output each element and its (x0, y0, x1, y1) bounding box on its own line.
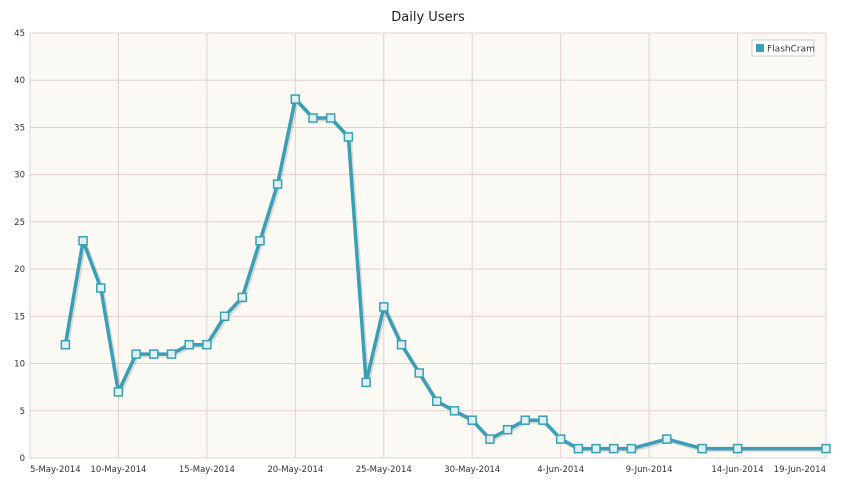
y-tick-label: 0 (20, 454, 25, 464)
data-point (821, 443, 831, 454)
x-tick-label: 15-May-2014 (179, 465, 235, 475)
data-point (432, 396, 442, 407)
data-point (237, 292, 248, 303)
data-point (184, 339, 194, 350)
data-point (325, 113, 336, 123)
x-tick-label: 14-Jun-2014 (711, 465, 763, 475)
data-point (732, 443, 743, 454)
data-point (272, 179, 283, 189)
series-layer (60, 94, 831, 454)
y-tick-label: 5 (20, 407, 25, 417)
data-point (202, 339, 212, 350)
y-tick-label: 35 (14, 123, 25, 133)
y-tick-label: 25 (14, 218, 25, 228)
data-point (449, 406, 460, 416)
data-point (467, 415, 477, 425)
data-point (662, 434, 672, 444)
y-tick-label: 40 (14, 76, 25, 86)
axes: 0 5 10 15 20 25 30 35 40 45 5-May-2014 10-May-2014 1… (14, 29, 826, 475)
x-tick-label: 4-Jun-2014 (537, 465, 584, 475)
data-point (573, 443, 584, 454)
plot-area (29, 32, 827, 459)
data-point (149, 349, 159, 359)
x-tick-label: 10-May-2014 (90, 465, 146, 475)
x-tick-label: 25-May-2014 (356, 465, 412, 475)
data-point (502, 424, 513, 435)
data-point (343, 132, 354, 142)
data-point (608, 443, 619, 454)
legend-label: FlashCram (767, 45, 815, 55)
data-point (290, 94, 301, 104)
x-tick-label: 5-May-2014 (30, 465, 81, 475)
data-point (555, 434, 566, 444)
x-tick-label: 19-Jun-2014 (774, 465, 826, 475)
grid-lines (29, 32, 827, 459)
data-point (361, 377, 371, 388)
data-point (591, 443, 601, 454)
data-point (308, 113, 318, 123)
data-point (96, 283, 106, 293)
data-point (131, 349, 141, 359)
y-tick-label: 10 (14, 360, 25, 370)
y-tick-label: 15 (14, 312, 25, 322)
data-point (538, 415, 548, 425)
x-tick-label: 20-May-2014 (267, 465, 323, 475)
data-point (520, 415, 531, 425)
y-tick-label: 30 (14, 171, 25, 181)
data-point (255, 236, 265, 246)
data-point (60, 339, 71, 350)
legend: FlashCram (751, 39, 815, 57)
data-point (113, 387, 124, 397)
y-tick-label: 45 (14, 29, 25, 39)
data-point (485, 434, 495, 444)
x-tick-label: 30-May-2014 (444, 465, 500, 475)
y-tick-label: 20 (14, 265, 25, 275)
data-point (78, 236, 88, 246)
data-point (697, 443, 707, 454)
chart-title: Daily Users (391, 10, 465, 25)
data-point (219, 311, 230, 322)
legend-box (751, 39, 815, 57)
data-point (379, 302, 389, 312)
data-point (396, 339, 407, 350)
data-point (626, 443, 637, 454)
legend-swatch (756, 44, 764, 52)
x-tick-label: 9-Jun-2014 (626, 465, 673, 475)
data-point (166, 349, 177, 359)
data-point (414, 368, 424, 378)
